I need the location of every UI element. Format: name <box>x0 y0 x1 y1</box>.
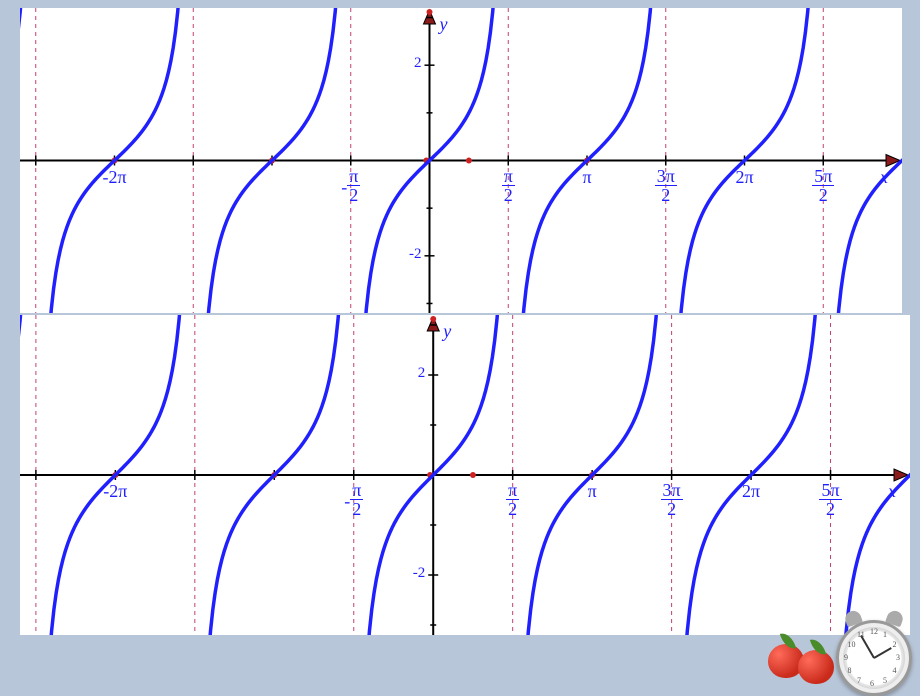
x-tick-label: 2π <box>723 167 767 188</box>
y-tick-label: 2 <box>405 365 425 382</box>
x-tick-label: -2π <box>93 481 137 502</box>
tangent-chart <box>20 8 902 313</box>
x-tick-label: 5π2 <box>809 481 853 520</box>
clock-number: 2 <box>893 640 897 649</box>
x-tick-label: -π2 <box>329 167 373 206</box>
axis-dot <box>427 9 433 15</box>
chart-panel: -2 2 y x -2π -π2 π2 π 3π2 2π 5π2 <box>20 315 910 635</box>
x-tick-label: -2π <box>93 167 137 188</box>
axis-dot <box>430 316 436 322</box>
axis-dot <box>470 472 476 478</box>
x-tick-label: π2 <box>491 481 535 520</box>
y-axis-label: y <box>443 321 451 342</box>
x-axis-label: x <box>888 481 896 502</box>
clock-number: 4 <box>893 666 897 675</box>
clock-number: 3 <box>896 653 900 662</box>
clock-number: 7 <box>857 676 861 685</box>
y-tick-label: -2 <box>402 246 422 263</box>
x-tick-label: π2 <box>486 167 530 206</box>
clock-decoration: 12 12 3 45678 9 1011 <box>836 620 912 696</box>
x-tick-label: π <box>565 167 609 188</box>
clock-number: 11 <box>857 630 865 639</box>
y-tick-label: 2 <box>402 55 422 72</box>
clock-number: 8 <box>847 666 851 675</box>
x-tick-label: -π2 <box>332 481 376 520</box>
clock-number: 9 <box>844 653 848 662</box>
x-tick-label: 3π2 <box>650 481 694 520</box>
x-tick-label: 2π <box>729 481 773 502</box>
clock-number: 10 <box>847 640 855 649</box>
y-axis-label: y <box>440 14 448 35</box>
clock-number: 6 <box>870 679 874 688</box>
clock-number: 1 <box>883 630 887 639</box>
x-tick-label: 3π2 <box>644 167 688 206</box>
x-tick-label: π <box>570 481 614 502</box>
clock-number: 5 <box>883 676 887 685</box>
y-tick-label: -2 <box>405 565 425 582</box>
axis-dot <box>466 158 472 164</box>
x-tick-label: 5π2 <box>801 167 845 206</box>
tangent-chart <box>20 315 910 635</box>
clock-number: 12 <box>870 627 878 636</box>
apple-decoration <box>798 650 834 684</box>
chart-panel: -2 2 y x -2π -π2 π2 π 3π2 2π 5π2 <box>20 8 902 313</box>
x-axis-label: x <box>880 167 888 188</box>
